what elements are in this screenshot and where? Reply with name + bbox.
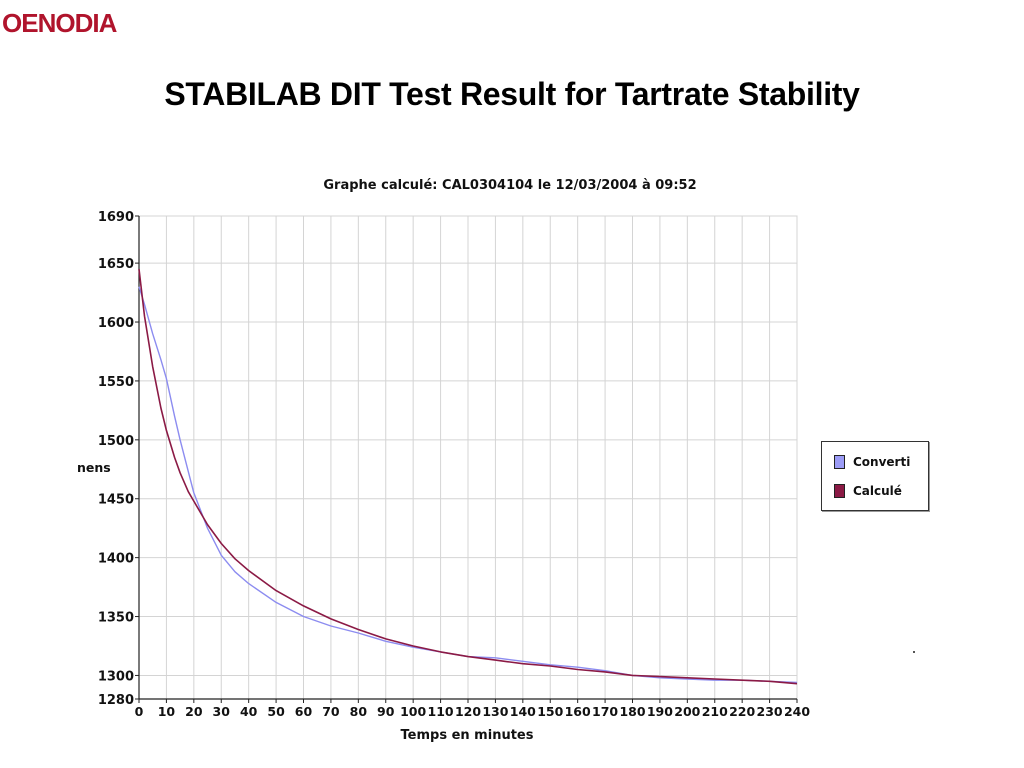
y-tick-label: 1280 [98,693,134,708]
x-tick-label: 30 [213,704,231,719]
axis-layer [135,215,798,703]
x-tick-label: 180 [619,704,645,719]
x-tick-label: 70 [322,704,340,719]
x-tick-label: 120 [455,704,481,719]
series-line-calcule [138,268,798,685]
legend-item-calcule: Calculé [834,482,902,500]
x-tick-label: 20 [185,704,203,719]
x-tick-label: 210 [702,704,728,719]
x-tick-label: 130 [482,704,508,719]
x-tick-label: 40 [240,704,258,719]
y-axis-label: nens [77,460,111,475]
x-tick-label: 80 [350,704,368,719]
x-tick-label: 200 [674,704,700,719]
grid-layer [138,215,798,700]
oenodia-logo: OENODIA [2,8,119,38]
x-tick-label: 10 [158,704,176,719]
legend-swatch-converti [834,455,845,469]
chart-title: Graphe calculé: CAL0304104 le 12/03/2004… [323,178,697,193]
x-tick-label: 160 [565,704,591,719]
chart-legend: Converti Calculé [821,441,929,511]
x-tick-label: 0 [135,704,144,719]
y-tick-label: 1450 [98,493,134,508]
x-tick-label: 230 [757,704,783,719]
x-tick-label: 140 [510,704,536,719]
logo-text: OENODIA [2,8,118,38]
legend-item-converti: Converti [834,453,910,471]
x-tick-label: 150 [537,704,563,719]
legend-label-converti: Converti [853,455,911,469]
stray-dot [913,651,915,653]
x-tick-label: 90 [377,704,395,719]
y-tick-label: 1500 [98,434,134,449]
y-tick-label: 1300 [98,669,134,684]
legend-swatch-calcule [834,484,845,498]
x-tick-label: 190 [647,704,673,719]
x-tick-label: 110 [428,704,454,719]
x-tick-label: 240 [784,704,810,719]
y-tick-label: 1690 [98,210,134,225]
x-tick-label: 60 [295,704,313,719]
series-layer [138,268,798,685]
y-tick-label: 1650 [98,257,134,272]
x-tick-label: 220 [729,704,755,719]
y-tick-label: 1400 [98,552,134,567]
y-tick-label: 1550 [98,375,134,390]
y-tick-label: 1350 [98,611,134,626]
x-tick-label: 100 [400,704,426,719]
x-tick-label: 170 [592,704,618,719]
x-axis-label: Temps en minutes [401,728,534,743]
y-tick-label: 1600 [98,316,134,331]
legend-label-calcule: Calculé [853,484,902,498]
slide-title: STABILAB DIT Test Result for Tartrate St… [164,76,860,112]
label-layer: 1690165016001550150014501400135013001280… [77,210,810,743]
x-tick-label: 50 [267,704,285,719]
